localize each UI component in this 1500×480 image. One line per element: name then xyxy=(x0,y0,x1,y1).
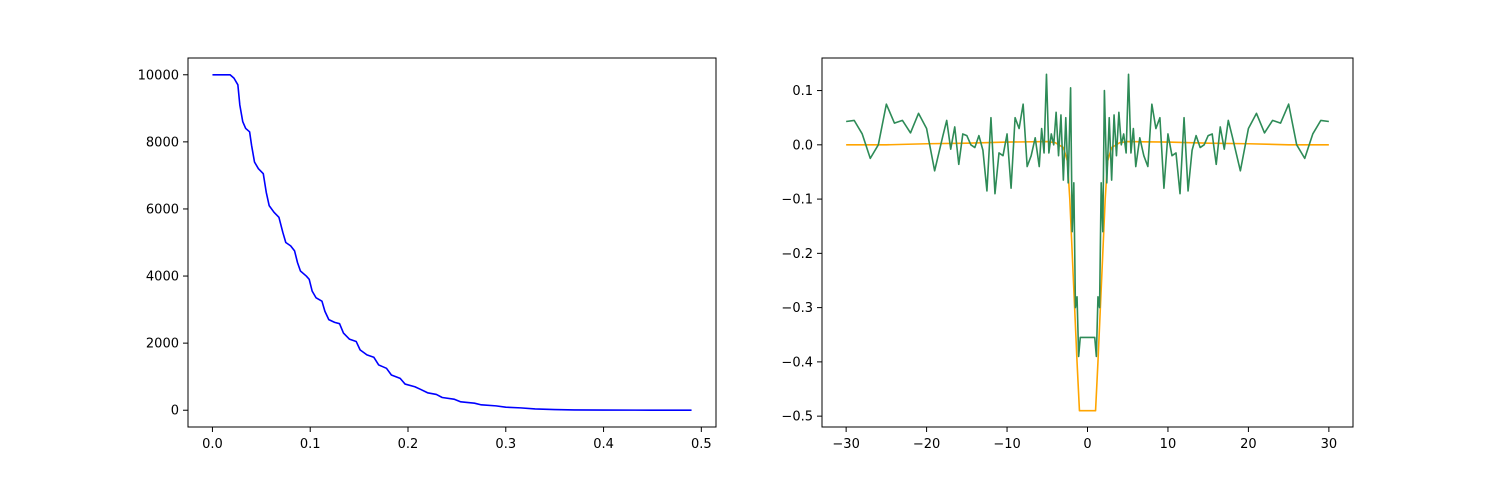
x-tick-label: 0.4 xyxy=(593,437,614,452)
x-tick-label: 20 xyxy=(1240,437,1257,452)
y-tick-label: 4000 xyxy=(146,270,179,285)
x-tick-label: 0.5 xyxy=(691,437,712,452)
y-tick-label: 2000 xyxy=(146,337,179,352)
x-tick-label: 0.2 xyxy=(398,437,419,452)
y-tick-label: 6000 xyxy=(146,202,179,217)
y-tick-label: −0.1 xyxy=(781,193,813,208)
plot-frame xyxy=(821,57,1354,428)
x-tick-label: 0.0 xyxy=(202,437,223,452)
x-tick-label: 30 xyxy=(1321,437,1338,452)
x-tick-label: 10 xyxy=(1160,437,1177,452)
plot-frame xyxy=(187,57,717,428)
series-line-0 xyxy=(846,140,1329,412)
y-tick-label: −0.2 xyxy=(781,247,813,262)
x-tick-label: 0 xyxy=(1083,437,1091,452)
y-tick-label: 0 xyxy=(171,404,179,419)
x-tick-label: 0.3 xyxy=(495,437,516,452)
series-line-1 xyxy=(846,73,1329,358)
x-tick-label: −20 xyxy=(913,437,940,452)
y-tick-label: 0.0 xyxy=(792,138,813,153)
y-tick-label: 8000 xyxy=(146,135,179,150)
x-tick-label: 0.1 xyxy=(300,437,321,452)
x-tick-label: −30 xyxy=(832,437,859,452)
y-tick-label: −0.5 xyxy=(781,410,813,425)
right-chart: −30 −20 −10 0 10 20 30 0.1 0.0 −0.1 −0.2 −0.3 −0.4 −0… xyxy=(781,57,1354,452)
left-chart: 0.0 0.1 0.2 0.3 0.4 0.5 0 2000 4000 6000 8000 10000 xyxy=(138,57,717,452)
y-tick-label: −0.3 xyxy=(781,301,813,316)
y-tick-label: −0.4 xyxy=(781,355,813,370)
y-tick-label: 0.1 xyxy=(792,84,813,99)
y-tick-label: 10000 xyxy=(138,68,179,83)
series-line-0 xyxy=(212,73,692,412)
x-tick-label: −10 xyxy=(993,437,1020,452)
